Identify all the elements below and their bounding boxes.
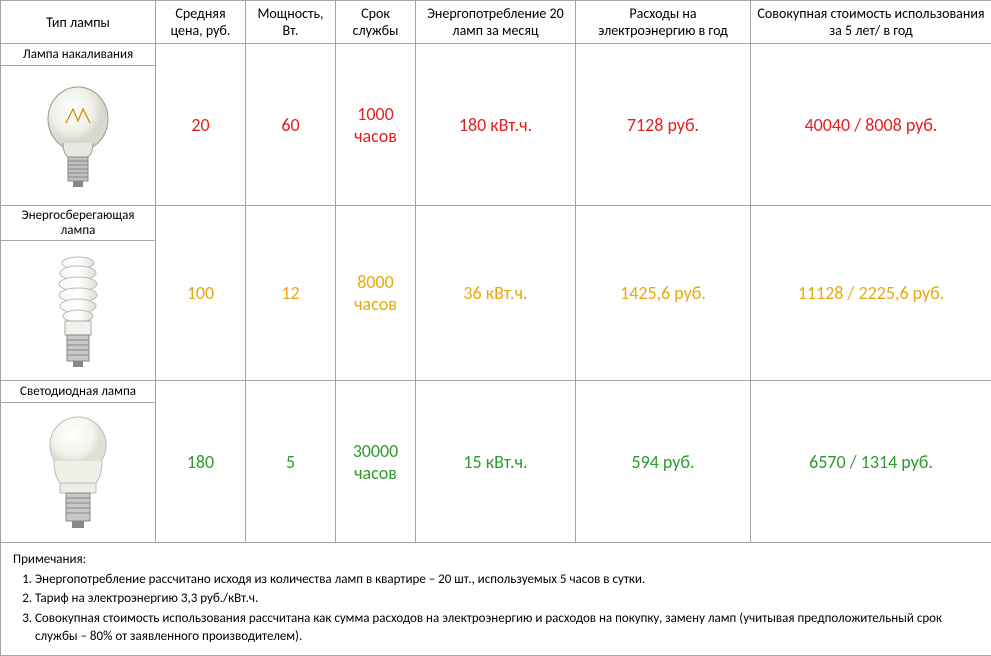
cell-power: 60 (246, 44, 336, 206)
cell-price: 180 (156, 381, 246, 543)
lamp-comparison-table: Тип лампы Средняя цена, руб. Мощность, В… (0, 0, 991, 656)
lamp-name-row: Лампа накаливания20601000 часов180 кВт.ч… (1, 44, 991, 66)
cell-cost_year: 7128 руб. (576, 44, 751, 206)
cell-cost_year: 1425,6 руб. (576, 206, 751, 381)
lamp-name: Энергосберегающая лампа (1, 206, 156, 241)
cell-life: 1000 часов (336, 44, 416, 206)
lamp-icon-cfl (1, 241, 156, 381)
header-type: Тип лампы (1, 1, 156, 44)
cell-cost_5y: 40040 / 8008 руб. (751, 44, 991, 206)
cell-energy: 180 кВт.ч. (416, 44, 576, 206)
cell-life: 8000 часов (336, 206, 416, 381)
cell-cost_5y: 6570 / 1314 руб. (751, 381, 991, 543)
header-cost-year: Расходы на электроэнергию в год (576, 1, 751, 44)
notes-title: Примечания: (13, 551, 979, 569)
header-power: Мощность, Вт. (246, 1, 336, 44)
header-energy: Энергопотребление 20 ламп за месяц (416, 1, 576, 44)
cell-cost_year: 594 руб. (576, 381, 751, 543)
header-price: Средняя цена, руб. (156, 1, 246, 44)
lamp-icon-led (1, 403, 156, 543)
header-life: Срок службы (336, 1, 416, 44)
cell-life: 30000 часов (336, 381, 416, 543)
header-cost-5y: Совокупная стоимость использования за 5 … (751, 1, 991, 44)
header-row: Тип лампы Средняя цена, руб. Мощность, В… (1, 1, 991, 44)
notes-row: Примечания: Энергопотребление рассчитано … (1, 543, 991, 656)
cell-price: 20 (156, 44, 246, 206)
notes-list: Энергопотребление рассчитано исходя из к… (13, 571, 979, 646)
cell-power: 12 (246, 206, 336, 381)
cell-energy: 15 кВт.ч. (416, 381, 576, 543)
lamp-name: Лампа накаливания (1, 44, 156, 66)
notes-item: Энергопотребление рассчитано исходя из к… (35, 571, 979, 589)
lamp-name-row: Энергосберегающая лампа100128000 часов36… (1, 206, 991, 241)
cell-power: 5 (246, 381, 336, 543)
cell-cost_5y: 11128 / 2225,6 руб. (751, 206, 991, 381)
lamp-name: Светодиодная лампа (1, 381, 156, 403)
lamp-name-row: Светодиодная лампа180530000 часов15 кВт.… (1, 381, 991, 403)
lamp-icon-incandescent (1, 66, 156, 206)
notes-cell: Примечания: Энергопотребление рассчитано … (1, 543, 991, 656)
cell-price: 100 (156, 206, 246, 381)
cell-energy: 36 кВт.ч. (416, 206, 576, 381)
notes-item: Тариф на электроэнергию 3,3 руб./кВт.ч. (35, 590, 979, 608)
